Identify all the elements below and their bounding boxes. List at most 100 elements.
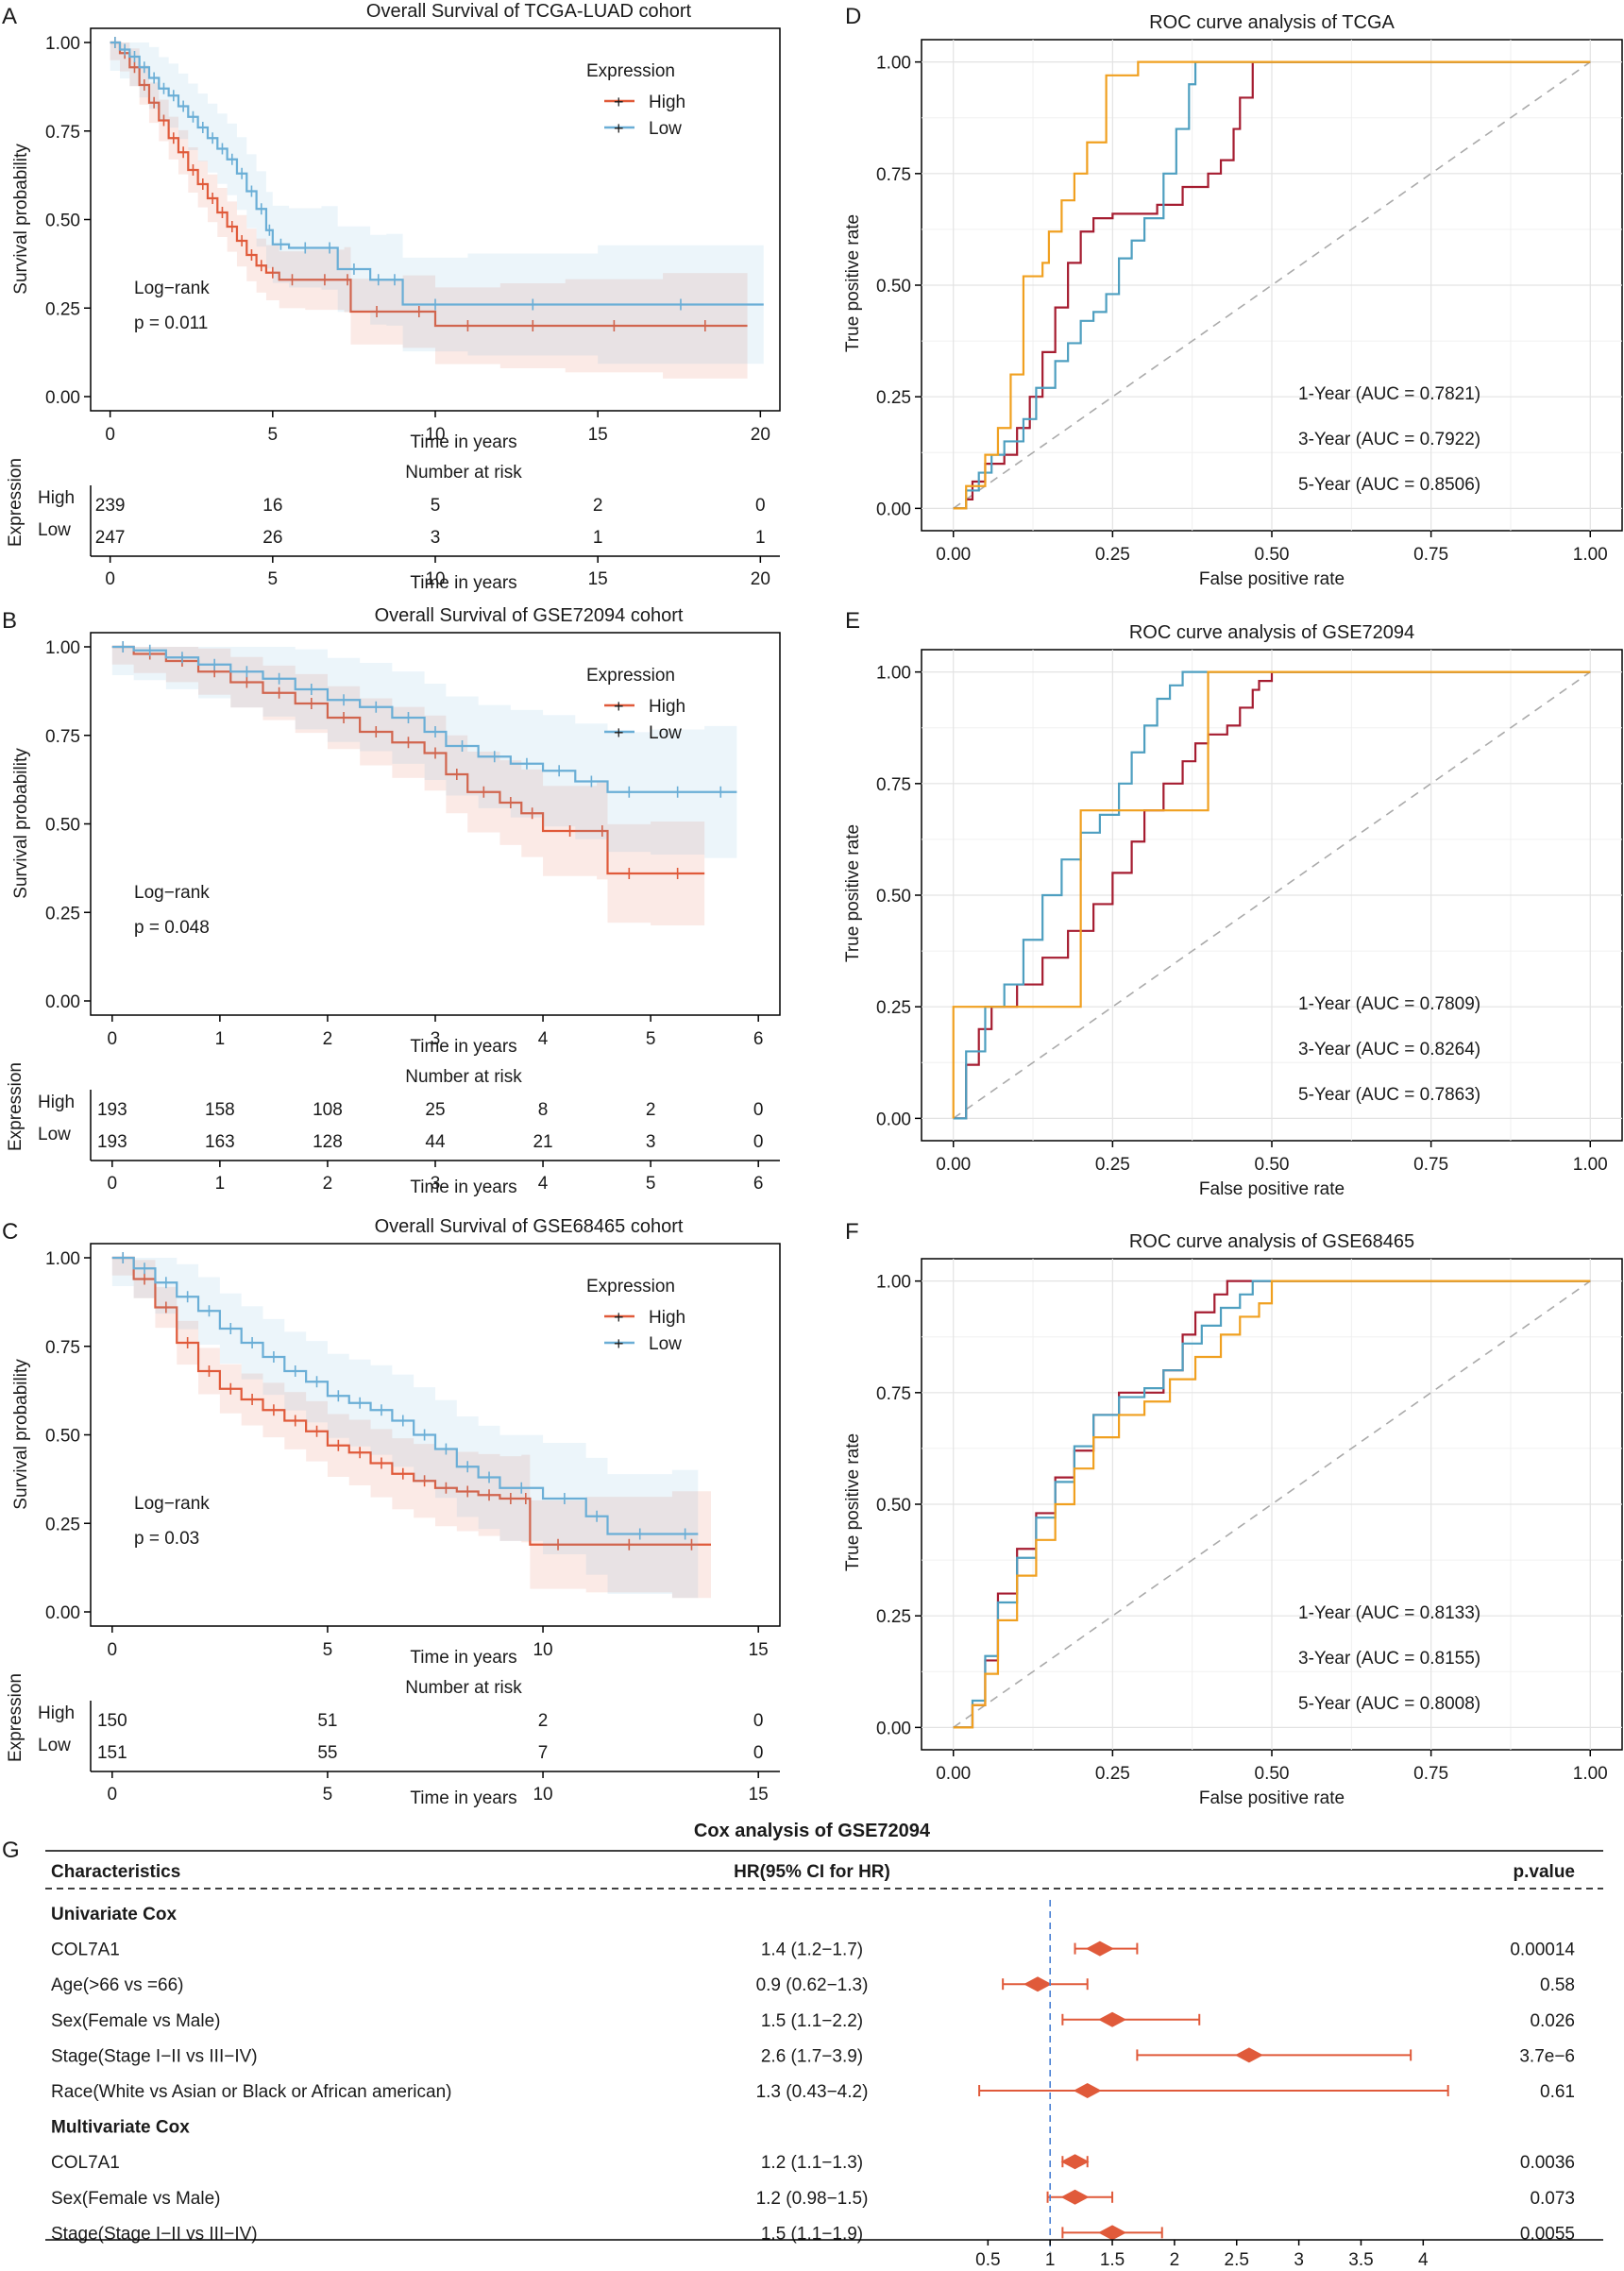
km-a-legend-high-mark: +: [614, 93, 624, 111]
roc-f-xtick-label: 0.00: [936, 1764, 971, 1784]
km-c-ytick-label: 0.50: [45, 1427, 80, 1447]
roc-f-ytick-label: 0.00: [876, 1719, 911, 1738]
km-c-xtick-label: 15: [749, 1640, 769, 1660]
forest-xtick-label: 0.5: [975, 2250, 1000, 2270]
km-b-ylabel: Survival probability: [11, 748, 31, 899]
km-c-legend-high-mark: +: [614, 1308, 624, 1327]
km-a-risk-value: 1: [593, 528, 603, 548]
km-b-risk-value: 0: [753, 1100, 764, 1120]
roc-e-xtick-label: 0.25: [1095, 1155, 1130, 1175]
km-a-ytick-label: 1.00: [45, 34, 80, 54]
roc-f-xtick-label: 1.00: [1573, 1764, 1608, 1784]
roc-d-curves: [953, 60, 1591, 510]
forest-hr-marker: [1098, 2011, 1127, 2027]
km-a-ytick-label: 0.25: [45, 299, 80, 319]
km-b-risk-value: 0: [753, 1132, 764, 1152]
km-b-ytick-label: 0.50: [45, 816, 80, 836]
forest-hr-marker: [1060, 2154, 1090, 2170]
forest-row-pvalue: 0.58: [1540, 1975, 1575, 1995]
km-c-risk-xlabel: Time in years: [410, 1788, 516, 1808]
km-b-risk-label-high: High: [38, 1093, 75, 1112]
km-c-risk-value: 0: [753, 1743, 764, 1763]
km-a-legend-title: Expression: [586, 61, 675, 81]
km-b-risk-xtick-label: 1: [215, 1174, 226, 1194]
forest-hr-marker: [1234, 2047, 1263, 2063]
km-b-risk-xtick-label: 6: [753, 1174, 764, 1194]
km-b-risk-value: 158: [205, 1100, 235, 1120]
forest-xtick-label: 2.5: [1225, 2250, 1249, 2270]
km-a-risk-ylabel: Expression: [6, 458, 25, 547]
km-b-risk-title: Number at risk: [405, 1067, 522, 1087]
km-b-ytick-label: 0.00: [45, 992, 80, 1012]
km-a-risk-xtick-label: 10: [425, 569, 445, 589]
km-a-risk-value: 5: [431, 496, 441, 516]
km-b-risk-value: 8: [538, 1100, 549, 1120]
km-b-title: Overall Survival of GSE72094 cohort: [375, 605, 684, 626]
forest-row-label: Stage(Stage I−II vs III−IV): [51, 2224, 258, 2244]
roc-e-curves: [952, 670, 1591, 1120]
forest-hr-marker: [1085, 1941, 1114, 1957]
roc-d-ytick-label: 0.25: [876, 388, 911, 408]
forest-group-label: Multivariate Cox: [51, 2118, 190, 2138]
roc-f-xlabel: False positive rate: [1199, 1788, 1345, 1808]
km-b-risk-xtick-label: 3: [431, 1174, 441, 1194]
forest-header-hr: HR(95% CI for HR): [734, 1862, 890, 1882]
km-a-risk-value: 3: [431, 528, 441, 548]
km-a-risk-xtick-label: 5: [268, 569, 279, 589]
km-c-risk-value: 55: [317, 1743, 337, 1763]
km-c-legend-high: High: [649, 1308, 685, 1328]
roc-d-curve-1y: [953, 60, 1591, 510]
forest-row-hr: 1.5 (1.1−2.2): [761, 2011, 863, 2031]
km-b-risk-xtick-label: 2: [323, 1174, 333, 1194]
km-c-risk-value: 51: [317, 1711, 337, 1731]
km-b-risk-value: 44: [425, 1132, 446, 1152]
forest-row-label: COL7A1: [51, 2153, 120, 2173]
km-c-risk-value: 151: [97, 1743, 127, 1763]
km-b-ci-band-high: [111, 647, 705, 929]
km-a-risk-xtick-label: 0: [105, 569, 115, 589]
forest-row-label: Stage(Stage I−II vs III−IV): [51, 2046, 258, 2066]
km-a-curve-low: [110, 41, 764, 306]
forest-row-pvalue: 0.0055: [1520, 2224, 1575, 2244]
km-a-risk-value: 0: [755, 496, 766, 516]
km-c-risk-table: 0 5 10 15 150 51 2 0 151 55 7 0: [90, 1701, 780, 1805]
km-c-risk-value: 0: [753, 1711, 764, 1731]
km-c-legend-title: Expression: [586, 1277, 675, 1297]
roc-d-ytick-label: 1.00: [876, 54, 911, 74]
km-c-risk-xtick-label: 0: [108, 1785, 118, 1805]
km-c-xlabel: Time in years: [410, 1648, 516, 1668]
roc-d-xtick-label: 0.25: [1095, 545, 1130, 565]
forest-xtick-label: 2: [1170, 2250, 1180, 2270]
roc-f-ytick-label: 0.25: [876, 1607, 911, 1627]
km-c-ylabel: Survival probability: [11, 1359, 31, 1510]
km-c-risk-value: 2: [538, 1711, 549, 1731]
km-b-risk-value: 3: [646, 1132, 656, 1152]
forest-row-label: Age(>66 vs =66): [51, 1975, 183, 1995]
forest-hr-marker: [1060, 2189, 1090, 2205]
km-a-risk-xlabel: Time in years: [410, 573, 516, 593]
roc-e-xtick-label: 0.00: [936, 1155, 971, 1175]
roc-d-xlabel: False positive rate: [1199, 569, 1345, 589]
km-a-risk-value: 16: [262, 496, 282, 516]
km-b-risk-value: 163: [205, 1132, 235, 1152]
km-c-curve-low: [111, 1256, 699, 1535]
roc-e-ylabel: True positive rate: [843, 824, 863, 962]
forest-hr-marker: [1098, 2225, 1127, 2241]
roc-d-xtick-label: 0.00: [936, 545, 971, 565]
forest-xtick-label: 4: [1418, 2250, 1429, 2270]
km-c-ytick-label: 0.75: [45, 1338, 80, 1358]
km-b-legend-high-mark: +: [614, 697, 624, 716]
km-a-xtick-label: 10: [425, 425, 445, 445]
forest-xtick-label: 1: [1045, 2250, 1056, 2270]
km-b-xtick-label: 4: [538, 1029, 549, 1049]
km-a-risk-value: 1: [755, 528, 766, 548]
km-b-curve-low: [111, 645, 737, 793]
km-c-risk-value: 7: [538, 1743, 549, 1763]
km-b-risk-value: 193: [97, 1132, 127, 1152]
roc-f-ytick-label: 0.50: [876, 1496, 911, 1516]
km-c-risk-ylabel: Expression: [6, 1673, 25, 1762]
roc-e-legend-1y: 1-Year (AUC = 0.7809): [1298, 994, 1480, 1014]
km-c-xtick-label: 0: [108, 1640, 118, 1660]
km-c-curves: [111, 1252, 711, 1601]
